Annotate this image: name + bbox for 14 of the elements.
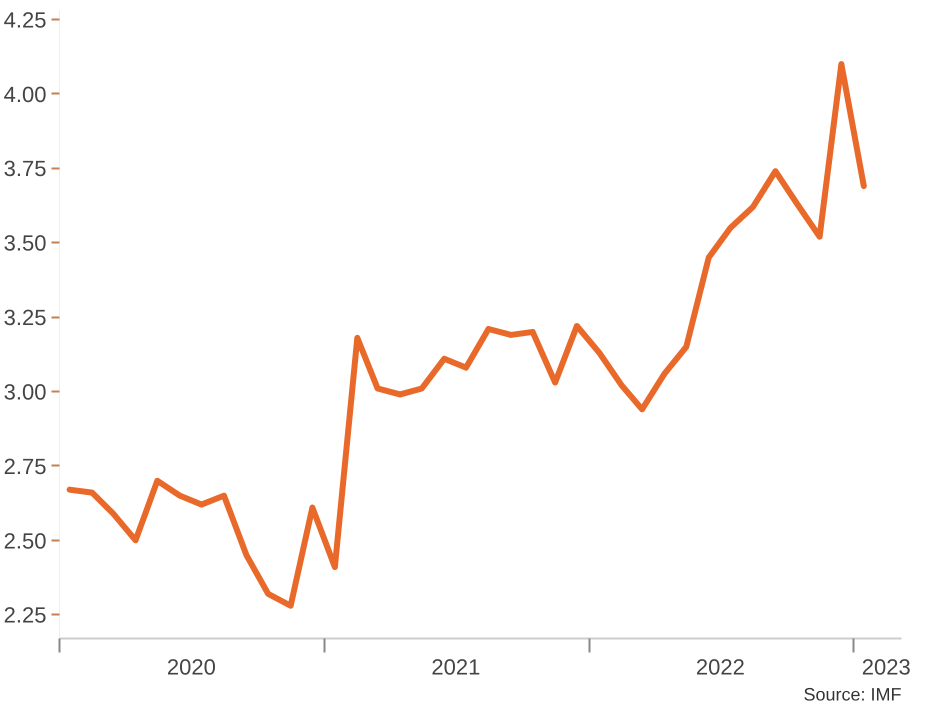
y-tick-label: 3.50 (4, 230, 47, 256)
y-tick-label: 3.75 (4, 156, 47, 182)
source-note: Source: IMF (803, 684, 902, 704)
x-tick-label: 2022 (696, 654, 745, 680)
x-tick-label: 2021 (431, 654, 480, 680)
y-tick-label: 2.50 (4, 528, 47, 554)
y-tick-label: 4.25 (4, 7, 47, 32)
y-tick-label: 2.75 (4, 454, 47, 479)
y-tick-label: 3.00 (4, 379, 47, 404)
x-tick-label: 2023 (862, 654, 911, 680)
y-tick-label: 3.25 (4, 305, 47, 330)
y-tick-label: 2.25 (4, 602, 47, 628)
x-tick-label: 2020 (166, 654, 216, 680)
y-tick-label: 4.00 (4, 82, 47, 107)
